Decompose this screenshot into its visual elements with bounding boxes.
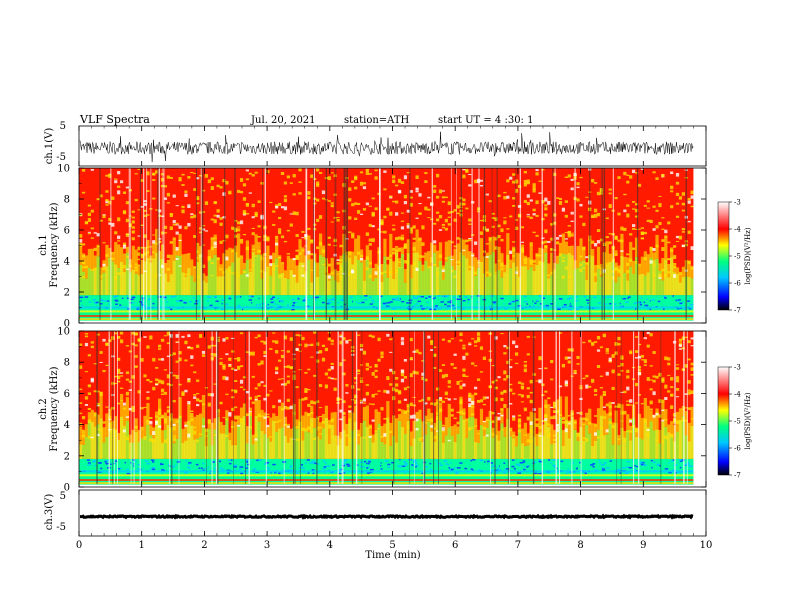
date-label: Jul. 20, 2021 xyxy=(250,115,316,126)
ch1-colorbar-label: log(PSD)(V²/Hz) xyxy=(744,227,752,284)
colorbar-tick-label: -4 xyxy=(734,226,741,234)
ch3-waveform-trace xyxy=(80,513,694,520)
ch1-ytick-bottom: -5 xyxy=(56,152,66,163)
ch1-waveform-line xyxy=(79,131,694,163)
ch2-colorbar-label: log(PSD)(V²/Hz) xyxy=(744,392,752,449)
colorbar-tick-label: -3 xyxy=(734,199,741,207)
ch1-ylabel: ch.1(V) xyxy=(44,128,55,165)
ch1-frequency-label: Frequency (kHz) xyxy=(49,202,60,287)
frequency-tick-label: 4 xyxy=(64,257,70,268)
frequency-tick-label: 2 xyxy=(64,288,70,299)
time-tick-label: 9 xyxy=(640,540,646,551)
time-tick-label: 6 xyxy=(452,540,458,551)
frequency-tick-label: 8 xyxy=(64,195,70,206)
colorbar-tick-label: -3 xyxy=(734,364,741,372)
ch1-spectrogram-panel: 0 2 4 6 8 10 ch.1 Frequency (kHz) -3 -4 -5 -6 -7 … xyxy=(38,164,752,330)
ch2-spectrogram-image xyxy=(79,331,706,487)
ch1-colorbar-gradient xyxy=(717,201,730,311)
frequency-tick-label: 4 xyxy=(64,420,70,431)
frequency-tick-label: 2 xyxy=(64,451,70,462)
ch2-spectrogram-panel: 0 2 4 6 8 10 ch.2 Frequency (kHz) -3 -4 -5 -6 -7 … xyxy=(38,327,752,494)
time-tick-label: 0 xyxy=(76,540,82,551)
ch3-waveform-frame xyxy=(78,489,707,537)
frequency-tick-label: 10 xyxy=(57,327,70,338)
ch2-frequency-label: Frequency (kHz) xyxy=(49,366,60,451)
ch3-ylabel: ch.3(V) xyxy=(44,494,55,531)
time-tick-label: 2 xyxy=(201,540,207,551)
frequency-tick-label: 0 xyxy=(64,483,70,494)
figure-title: VLF Spectra xyxy=(79,113,150,126)
ch1-ytick-top: 5 xyxy=(60,121,66,132)
frequency-tick-label: 6 xyxy=(64,389,70,400)
ch3-waveform-line xyxy=(80,513,694,520)
colorbar-tick-label: -7 xyxy=(734,472,741,480)
time-tick-label: 1 xyxy=(139,540,145,551)
ch2-channel-label: ch.2 xyxy=(38,398,49,420)
time-tick-label: 7 xyxy=(515,540,521,551)
colorbar-tick-label: -5 xyxy=(734,253,741,261)
ch1-waveform-panel: 5 -5 ch.1(V) xyxy=(44,121,707,167)
frequency-tick-label: 6 xyxy=(64,226,70,237)
ch3-ytick-top: 5 xyxy=(60,491,66,502)
colorbar-tick-label: -6 xyxy=(734,280,741,288)
ch2-colorbar: -3 -4 -5 -6 -7 log(PSD)(V²/Hz) xyxy=(717,364,752,480)
time-tick-label: 4 xyxy=(327,540,333,551)
colorbar-tick-label: -5 xyxy=(734,418,741,426)
frequency-tick-label: 0 xyxy=(64,319,70,330)
ch1-spectrogram-image xyxy=(79,168,706,323)
time-tick-label: 3 xyxy=(264,540,270,551)
station-label: station=ATH xyxy=(344,115,410,126)
ch1-channel-label: ch.1 xyxy=(38,234,49,256)
colorbar-tick-label: -4 xyxy=(734,391,741,399)
ch2-colorbar-gradient xyxy=(717,366,730,476)
ch3-ytick-bottom: -5 xyxy=(56,522,66,533)
ch1-frequency-ticks: 0 2 4 6 8 10 xyxy=(57,164,706,330)
frequency-tick-label: 10 xyxy=(57,164,70,175)
time-tick-label: 10 xyxy=(700,540,713,551)
time-axis: 0 1 2 3 4 5 6 7 8 9 10 xyxy=(76,126,713,551)
time-tick-label: 5 xyxy=(389,540,395,551)
colorbar-tick-label: -7 xyxy=(734,307,741,315)
start-ut-label: start UT = 4 :30: 1 xyxy=(438,115,533,126)
ch3-waveform-panel: 5 -5 ch.3(V) xyxy=(44,489,707,537)
ch1-colorbar: -3 -4 -5 -6 -7 log(PSD)(V²/Hz) xyxy=(717,199,752,315)
frequency-tick-label: 8 xyxy=(64,358,70,369)
colorbar-tick-label: -6 xyxy=(734,445,741,453)
ch2-frequency-ticks: 0 2 4 6 8 10 xyxy=(57,327,706,494)
time-tick-label: 8 xyxy=(577,540,583,551)
ch1-waveform-trace xyxy=(79,131,694,163)
time-axis-label: Time (min) xyxy=(365,550,420,561)
